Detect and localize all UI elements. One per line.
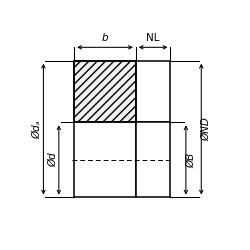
Bar bbox=[136, 122, 170, 198]
Text: Ødₐ: Ødₐ bbox=[32, 120, 42, 139]
Text: ØND: ØND bbox=[201, 117, 211, 141]
Text: NL: NL bbox=[146, 32, 160, 42]
Text: ØB: ØB bbox=[186, 152, 196, 168]
Text: b: b bbox=[102, 32, 108, 42]
Bar bbox=[74, 61, 136, 122]
Text: Ød: Ød bbox=[48, 152, 58, 167]
Bar bbox=[136, 61, 170, 122]
Bar bbox=[74, 122, 136, 198]
